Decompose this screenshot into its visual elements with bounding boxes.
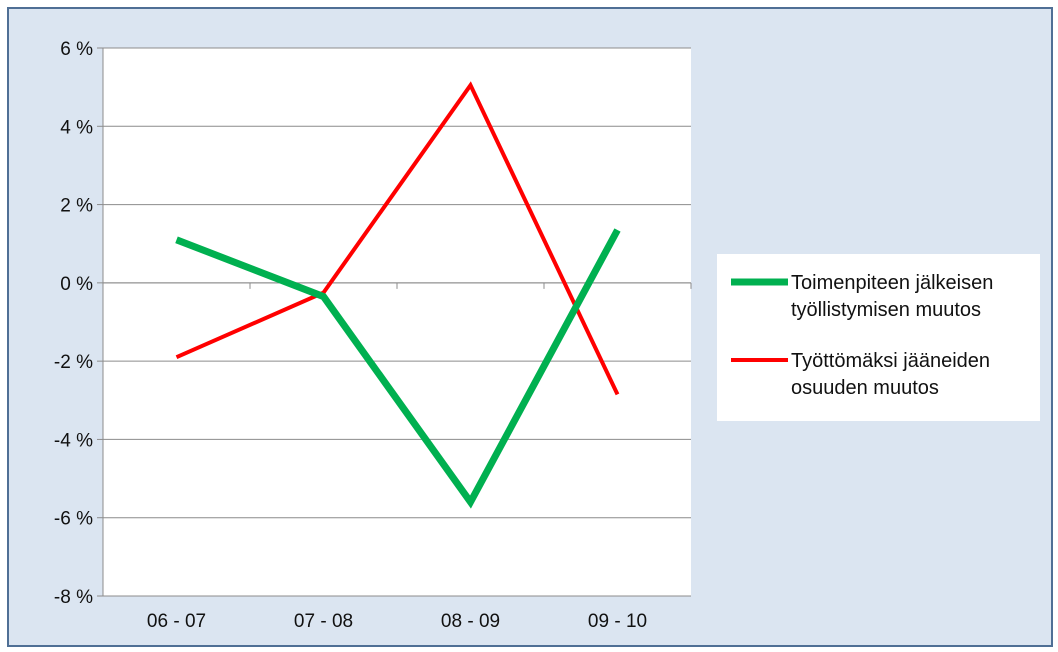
y-tick-label: -2 % [54,352,93,373]
axes: -8 % -6 % -4 % -2 % 0 % 2 % 4 % 6 % 06 - 07 07 - … [54,39,692,632]
y-tick-label: -8 % [54,587,93,608]
x-tick-label: 06 - 07 [147,611,206,632]
x-tick-label: 08 - 09 [441,611,500,632]
y-tick-label: -4 % [54,430,93,451]
x-tick-label: 07 - 08 [294,611,353,632]
y-tick-label: 4 % [60,117,93,138]
series-line-1 [175,228,621,509]
y-tick-label: 6 % [60,39,93,60]
y-tick-label: -6 % [54,509,93,530]
y-tick-label: 2 % [60,196,93,217]
series-line-2 [175,81,620,396]
legend-entry: Toimenpiteen jälkeisen työllistymisen muu… [791,272,993,321]
y-tick-label: 0 % [60,274,93,295]
series-lines [175,81,621,509]
x-tick-label: 09 - 10 [588,611,647,632]
legend: Toimenpiteen jälkeisen työllistymisen muu… [717,254,1040,421]
plot-area [103,48,691,596]
line-chart: -8 % -6 % -4 % -2 % 0 % 2 % 4 % 6 % 06 - 07 07 - … [54,39,1040,632]
legend-entry: Työttömäksi jääneiden osuuden muutos [791,350,990,399]
chart-frame: -8 % -6 % -4 % -2 % 0 % 2 % 4 % 6 % 06 - 07 07 - … [7,7,1053,647]
